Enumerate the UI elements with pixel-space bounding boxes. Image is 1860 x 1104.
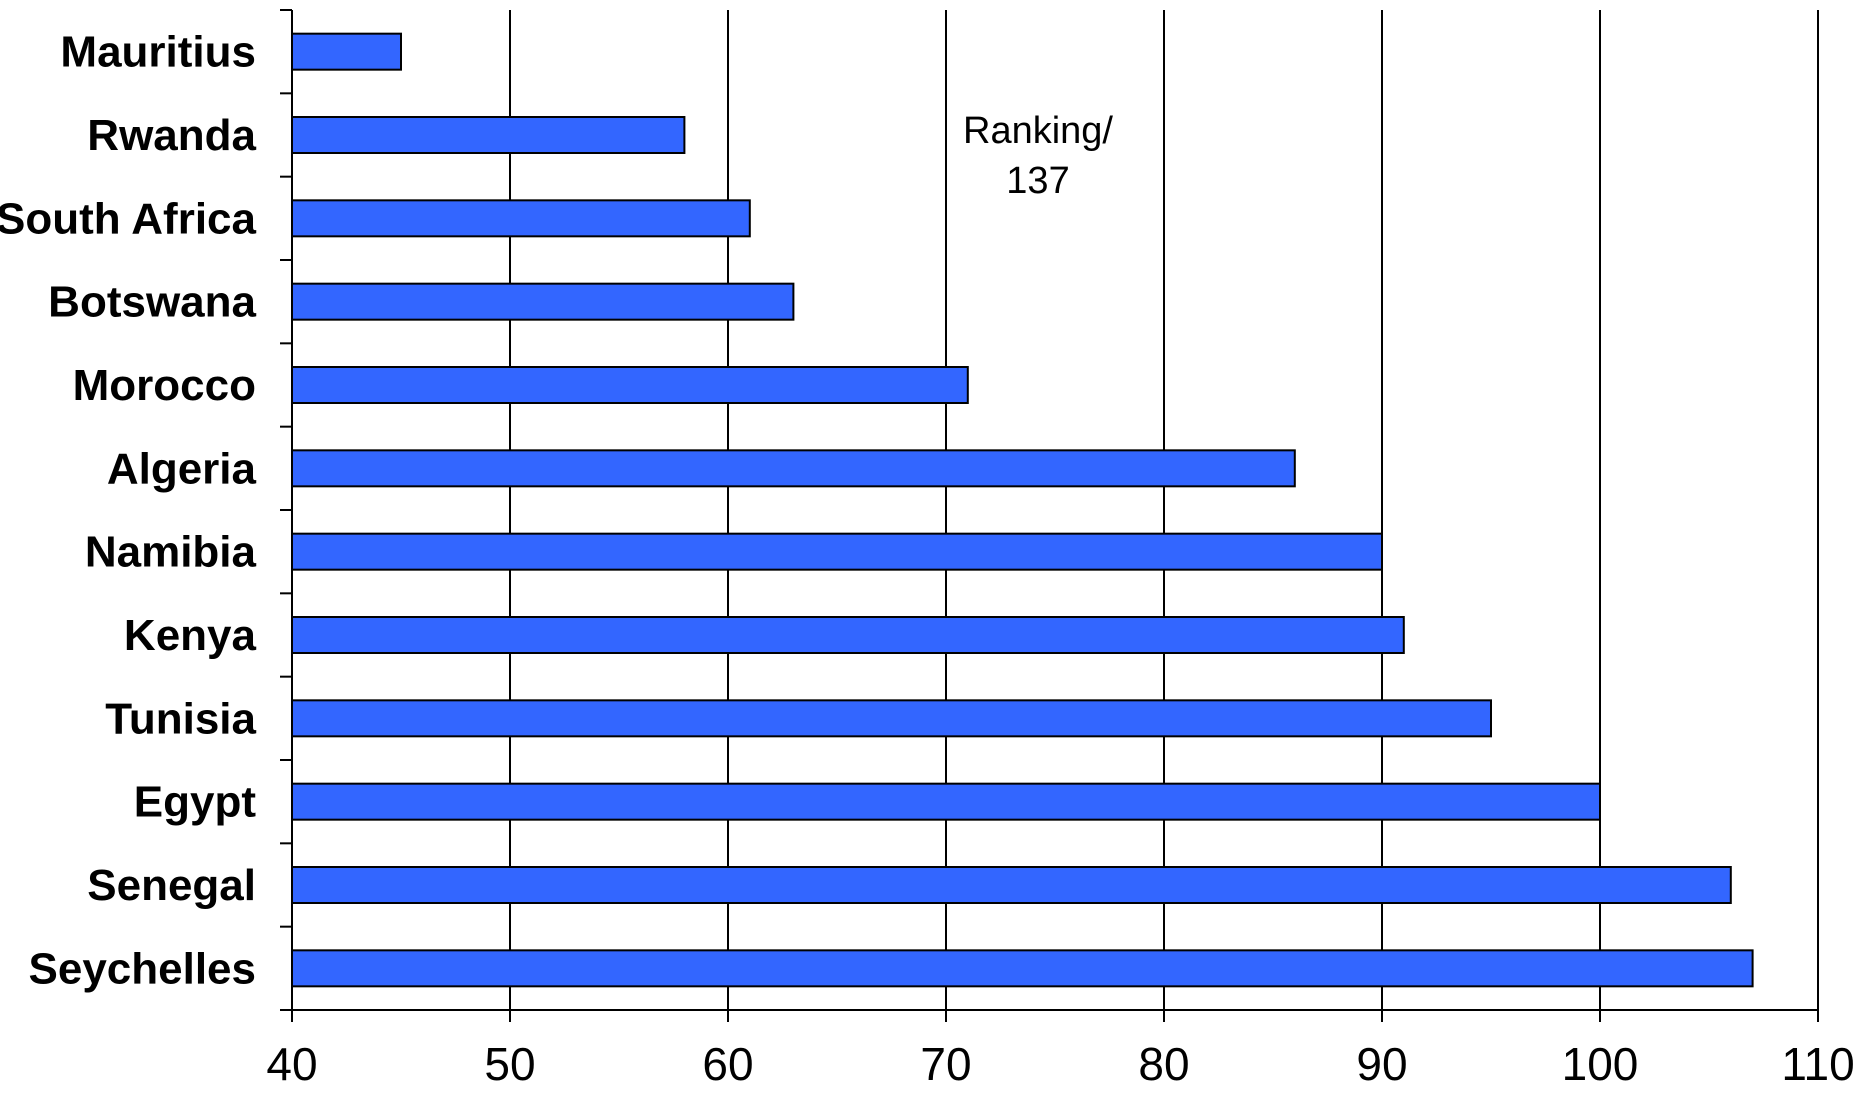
category-label-mauritius: Mauritius (60, 28, 256, 77)
category-label-rwanda: Rwanda (87, 111, 256, 160)
category-label-namibia: Namibia (85, 528, 257, 577)
x-tick-label-40: 40 (266, 1038, 317, 1090)
category-label-kenya: Kenya (124, 611, 257, 660)
x-tick-label-90: 90 (1356, 1038, 1407, 1090)
bar-mauritius (291, 32, 402, 71)
x-tick-label-50: 50 (484, 1038, 535, 1090)
category-label-senegal: Senegal (87, 861, 256, 910)
category-label-algeria: Algeria (107, 444, 257, 493)
category-label-egypt: Egypt (134, 778, 257, 827)
grid-lines (509, 10, 1819, 1010)
bar-senegal (291, 866, 1732, 904)
annotation-line-2: 137 (1006, 160, 1069, 202)
annotation-line-1: Ranking/ (963, 110, 1113, 152)
axes (280, 9, 1819, 1022)
x-tick-label-70: 70 (920, 1038, 971, 1090)
category-label-seychelles: Seychelles (29, 944, 257, 993)
bar-seychelles (291, 949, 1754, 988)
category-labels: Mauritius Rwanda South Africa Botswana Moroc… (0, 28, 257, 994)
bar-tunisia (291, 699, 1492, 738)
bar-morocco (291, 366, 969, 404)
bar-south-africa (291, 199, 751, 238)
bar-namibia (291, 532, 1383, 571)
bar-egypt (291, 782, 1601, 821)
bar-botswana (291, 282, 795, 321)
bar-rwanda (291, 116, 686, 154)
bar-kenya (291, 616, 1405, 654)
category-label-tunisia: Tunisia (105, 694, 256, 743)
category-label-morocco: Morocco (73, 361, 256, 410)
x-tick-label-60: 60 (702, 1038, 753, 1090)
bar-algeria (291, 449, 1296, 488)
category-label-south-africa: South Africa (0, 194, 257, 243)
category-label-botswana: Botswana (48, 278, 256, 327)
bars (291, 32, 1754, 988)
x-tick-label-110: 110 (1781, 1038, 1854, 1090)
x-tick-label-100: 100 (1562, 1038, 1639, 1090)
x-tick-labels: 40 50 60 70 80 90 100 110 (266, 1038, 1854, 1090)
x-tick-label-80: 80 (1138, 1038, 1189, 1090)
